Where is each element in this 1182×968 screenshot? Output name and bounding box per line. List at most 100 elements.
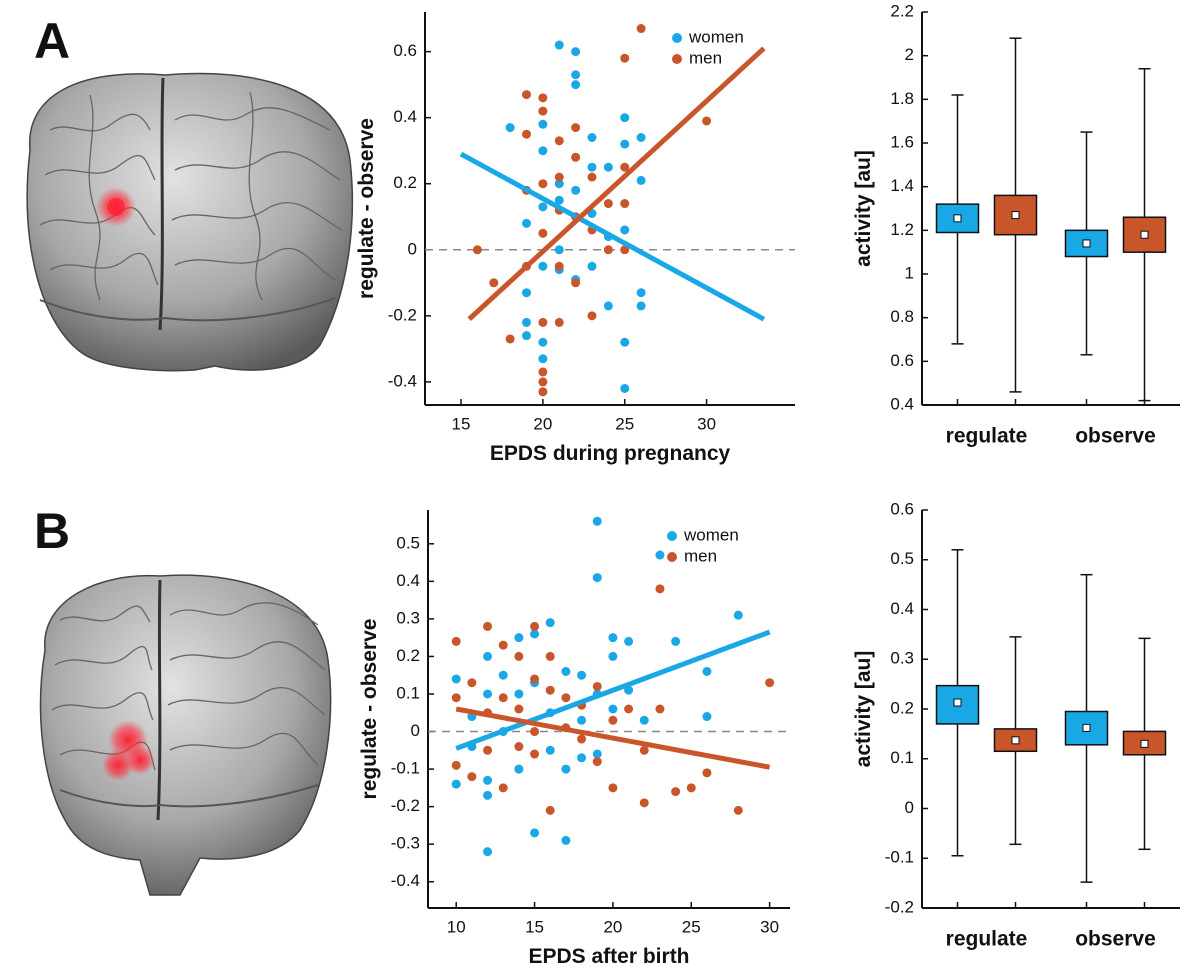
y-tick-label: 0.5 (396, 533, 420, 552)
scatter-point (593, 757, 602, 766)
page: {"panel_labels": ["A", "B"], "chart_data… (0, 0, 1182, 968)
scatter-point (637, 301, 646, 310)
scatter-point (571, 123, 580, 132)
scatter-point (702, 667, 711, 676)
scatter-point (538, 367, 547, 376)
scatter-point (546, 686, 555, 695)
legend-label: women (683, 525, 739, 544)
mean-marker (1141, 231, 1148, 238)
y-tick-label: 0.3 (396, 608, 420, 627)
scatter-point (483, 776, 492, 785)
scatter-point (604, 245, 613, 254)
fit-line (461, 154, 764, 319)
scatter-point (604, 163, 613, 172)
x-tick-label: 10 (447, 917, 466, 936)
y-tick-label: 0.1 (890, 748, 914, 767)
scatter-point (499, 783, 508, 792)
y-tick-label: -0.2 (388, 305, 417, 324)
scatter-point (620, 384, 629, 393)
y-tick-label: 1.8 (890, 89, 914, 108)
y-tick-label: 0.4 (890, 599, 914, 618)
scatter-point (702, 712, 711, 721)
y-tick-label: 0.4 (396, 571, 420, 590)
scatter-point (499, 671, 508, 680)
y-tick-label: -0.3 (391, 834, 420, 853)
scatter-point (514, 742, 523, 751)
x-axis-label: EPDS after birth (528, 945, 689, 968)
x-tick-label: 15 (452, 414, 471, 433)
scatter-point (514, 689, 523, 698)
scatter-point (452, 761, 461, 770)
x-tick-label: regulate (946, 928, 1028, 951)
x-tick-label: 30 (697, 414, 716, 433)
x-tick-label: observe (1075, 928, 1156, 951)
legend-label: men (689, 48, 722, 67)
scatter-point (593, 682, 602, 691)
scatter-point (546, 618, 555, 627)
mean-marker (1141, 740, 1148, 747)
scatter-point (593, 573, 602, 582)
scatter-point (538, 146, 547, 155)
scatter-point (555, 262, 564, 271)
legend-label: women (688, 27, 744, 46)
scatter-point (467, 678, 476, 687)
brain-image (41, 575, 331, 895)
scatter-point (555, 41, 564, 50)
scatter-point (499, 641, 508, 650)
mean-marker (1012, 212, 1019, 219)
scatter-point (452, 693, 461, 702)
scatter-point (571, 278, 580, 287)
scatter-point (546, 652, 555, 661)
y-tick-label: 2.2 (890, 1, 914, 20)
scatter-point (561, 836, 570, 845)
mean-marker (1083, 240, 1090, 247)
scatter-point (620, 338, 629, 347)
scatter-point (687, 783, 696, 792)
scatter-point (530, 750, 539, 759)
scatter-point (571, 80, 580, 89)
scatter-point (671, 787, 680, 796)
scatter-point (514, 652, 523, 661)
scatter-point (624, 637, 633, 646)
x-tick-label: regulate (946, 425, 1028, 448)
scatter-point (452, 780, 461, 789)
scatter-point (530, 727, 539, 736)
scatter-point (522, 130, 531, 139)
scatter-point (640, 798, 649, 807)
mean-marker (1083, 724, 1090, 731)
scatter-point (522, 288, 531, 297)
x-tick-label: 15 (525, 917, 544, 936)
mean-marker (1012, 737, 1019, 744)
y-tick-label: -0.2 (391, 796, 420, 815)
scatter-point (637, 133, 646, 142)
scatter-point (538, 179, 547, 188)
scatter-point (571, 186, 580, 195)
scatter-point (514, 633, 523, 642)
scatter-point (538, 262, 547, 271)
y-axis-label: regulate - observe (355, 118, 378, 299)
scatter-point (530, 828, 539, 837)
scatter-point (452, 674, 461, 683)
scatter-point (555, 173, 564, 182)
scatter-point (620, 113, 629, 122)
panel-label: A (34, 13, 70, 69)
scatter-point (483, 746, 492, 755)
legend-marker (667, 552, 677, 562)
y-tick-label: 0.6 (890, 499, 914, 518)
scatter-point (571, 153, 580, 162)
y-tick-label: -0.2 (885, 897, 914, 916)
scatter-point (538, 202, 547, 211)
scatter-point (608, 783, 617, 792)
scatter-point (522, 318, 531, 327)
scatter-point (587, 133, 596, 142)
scatter-point (530, 674, 539, 683)
y-tick-label: 1.2 (890, 220, 914, 239)
y-tick-label: 0 (411, 721, 420, 740)
x-tick-label: 25 (615, 414, 634, 433)
figure: A B (0, 0, 1182, 968)
scatter-point (734, 806, 743, 815)
y-tick-label: 1.6 (890, 132, 914, 151)
y-tick-label: 1.4 (890, 176, 914, 195)
scatter-point (608, 633, 617, 642)
scatter-point (506, 123, 515, 132)
